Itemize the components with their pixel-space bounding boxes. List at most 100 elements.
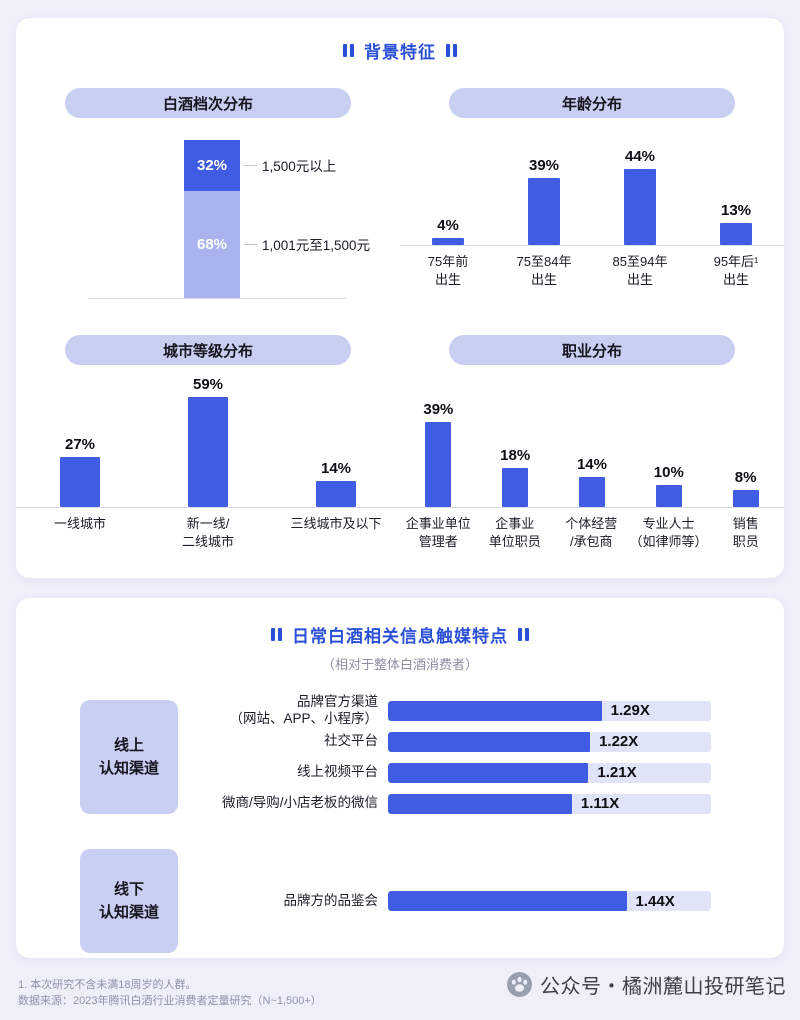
media-row-label: 品牌方的品鉴会 <box>283 892 379 908</box>
media-row-label: 微商/导购/小店老板的微信 <box>221 795 378 811</box>
bar-value-label: 44% <box>624 148 656 165</box>
bar <box>732 489 759 507</box>
bar-track: 1.29X <box>388 700 711 721</box>
label-connector-line <box>244 165 257 167</box>
bar-category-label: 企事业 单位职员 <box>488 516 541 550</box>
bar-chart-city: 27% 59% 14% 一线城市 新一线/二线城市 三线城市及以下 <box>16 374 400 551</box>
media-row: 品牌官方渠道 （网站、APP、小程序） 1.29X <box>92 693 711 726</box>
category-labels: 一线城市 新一线/二线城市 三线城市及以下 <box>16 515 400 551</box>
deco-bar <box>350 44 354 57</box>
deco-bar <box>446 44 450 57</box>
channel-group-label: 线下 认知渠道 <box>80 849 178 953</box>
chart-cell-age: 年龄分布 4% 39% 44% 13% 75年前 出生 75至84年 出生 85至94年 出生 9… <box>400 72 784 289</box>
bar-category-label: 销售 职员 <box>732 516 759 550</box>
stacked-bar-segment: 32% <box>184 140 240 191</box>
bar-value-label: 18% <box>500 446 531 464</box>
bar-column: 39% <box>400 401 477 507</box>
bar-value-label: 14% <box>320 459 352 477</box>
bar-value-label: 1.11X <box>580 795 620 812</box>
bar <box>188 397 228 507</box>
bar-column: 14% <box>554 455 631 507</box>
bar-value-label: 39% <box>528 156 560 174</box>
bar-value-label: 27% <box>64 435 96 453</box>
bar-value-label: 1.22X <box>599 733 639 750</box>
watermark: 公众号・橘洲麓山投研笔记 <box>506 970 786 999</box>
media-row-label: 社交平台 <box>324 733 378 749</box>
bars-area: 27% 59% 14% <box>16 374 400 508</box>
bar-column: 18% <box>477 447 554 507</box>
bar-column: 4% <box>400 217 496 245</box>
chart-header-tier: 白酒档次分布 <box>65 88 351 118</box>
bar-value-label: 8% <box>734 468 757 486</box>
bar <box>425 422 452 507</box>
media-row-label: 线上视频平台 <box>297 764 378 780</box>
category-labels: 企事业单位 管理者 企事业 单位职员 个体经营/承包商 专业人士 （如律师等） 销售 职员 <box>400 515 784 551</box>
bar-value-label: 1.44X <box>635 892 675 910</box>
bar-track: 1.11X <box>388 793 711 814</box>
footnote-1: 1. 本次研究不含未满18周岁的人群。 <box>18 979 197 991</box>
segment-label: 1,001元至1,500元 <box>262 238 371 254</box>
bar-value-label: 13% <box>720 201 752 219</box>
bar-chart-occupation: 39% 18% 14% 10% 8% 企事业单位 管理者 企事业 单位职员 个体经营/承包商 专业… <box>400 374 784 551</box>
chart-header-occupation: 职业分布 <box>449 335 735 365</box>
media-row: 社交平台 1.22X <box>92 726 711 757</box>
axis-baseline <box>88 298 346 299</box>
channel-group-label: 线上 认知渠道 <box>80 700 178 814</box>
media-row: 微商/导购/小店老板的微信 1.11X <box>92 788 711 819</box>
bar-category-label: 一线城市 <box>53 516 106 531</box>
deco-bar <box>525 628 529 641</box>
bar <box>578 476 605 507</box>
bar-value-label: 4% <box>437 217 459 235</box>
bar-category-label: 企事业单位 管理者 <box>405 516 471 550</box>
bar-column: 59% <box>144 376 272 507</box>
bars-area: 4% 39% 44% 13% <box>400 136 784 246</box>
deco-bar <box>453 44 457 57</box>
title-decoration-right-icon <box>446 44 457 57</box>
bar-fill <box>388 731 591 752</box>
label-connector-line <box>244 244 257 246</box>
chart-header-city: 城市等级分布 <box>65 335 351 365</box>
bar-fill <box>388 891 627 911</box>
media-rows: 品牌官方渠道 （网站、APP、小程序） 1.29X 社交平台 1.22X 线上视频平台 1.… <box>92 693 711 819</box>
bar-track: 1.22X <box>388 731 711 752</box>
category-labels: 75年前 出生 75至84年 出生 85至94年 出生 95年后¹ 出生 <box>400 253 784 289</box>
bar <box>528 177 560 245</box>
background-section-card: 背景特征 白酒档次分布 1,500元以上 1,001元至1,500元 32% 68% … <box>16 18 784 578</box>
bar-category-label: 三线城市及以下 <box>290 516 382 531</box>
bar-fill <box>388 700 602 721</box>
bar <box>655 485 682 507</box>
bar-value-label: 1.21X <box>597 764 637 781</box>
deco-bar <box>343 44 347 57</box>
bar-track: 1.21X <box>388 762 711 783</box>
bar-column: 13% <box>688 202 784 245</box>
chart-cell-tier: 白酒档次分布 1,500元以上 1,001元至1,500元 32% 68% <box>16 72 400 318</box>
bar-category-label: 75年前 出生 <box>427 254 469 288</box>
media-row-label: 品牌官方渠道 （网站、APP、小程序） <box>229 693 378 726</box>
title-decoration-left-icon <box>343 44 354 57</box>
bar-value-label: 14% <box>576 455 607 473</box>
bar-column: 44% <box>592 148 688 245</box>
bar <box>60 456 100 507</box>
stacked-bar-chart-tier: 1,500元以上 1,001元至1,500元 32% 68% <box>16 118 400 318</box>
bar <box>502 467 529 507</box>
chart-header-age: 年龄分布 <box>449 88 735 118</box>
bar <box>432 238 464 245</box>
paw-print-logo-icon <box>507 972 532 997</box>
stacked-bar-segment: 68% <box>184 190 240 298</box>
section-subtitle: （相对于整体白酒消费者） <box>321 657 478 672</box>
segment-label: 1,500元以上 <box>262 159 337 175</box>
media-channel-group: 线下 认知渠道 品牌方的品鉴会 1.44X <box>16 845 784 957</box>
bar <box>720 222 752 245</box>
bar-category-label: 85至94年 出生 <box>612 254 668 288</box>
section-title-text: 日常白酒相关信息触媒特点 <box>292 627 508 646</box>
section-title-text: 背景特征 <box>364 43 436 62</box>
media-rows: 品牌方的品鉴会 1.44X <box>92 845 711 957</box>
media-section-card: 日常白酒相关信息触媒特点 （相对于整体白酒消费者） 线上 认知渠道 品牌官方渠道 （网… <box>16 598 784 958</box>
bar-category-label: 75至84年 出生 <box>516 254 572 288</box>
bar-column: 10% <box>630 464 707 507</box>
stacked-bar: 32% 68% <box>184 140 240 298</box>
bar-track: 1.44X <box>388 891 711 911</box>
media-horizontal-bar-chart: 线上 认知渠道 品牌官方渠道 （网站、APP、小程序） 1.29X 社交平台 1.22X 线上… <box>16 693 784 957</box>
deco-bar <box>271 628 275 641</box>
title-decoration-left-icon <box>271 628 282 641</box>
